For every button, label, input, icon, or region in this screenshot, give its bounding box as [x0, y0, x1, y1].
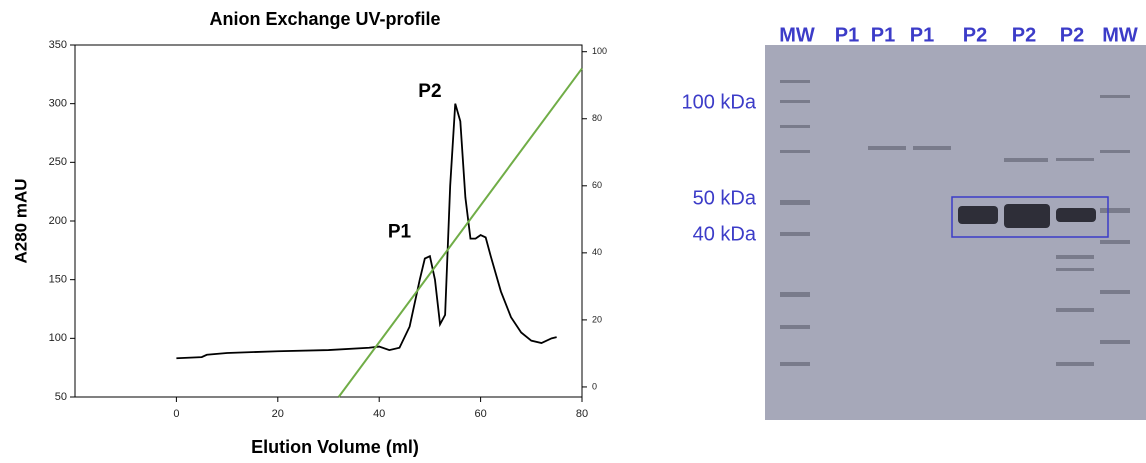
- size-marker: 50 kDa: [693, 187, 757, 209]
- x-tick-label: 20: [272, 408, 284, 420]
- size-marker: 100 kDa: [682, 91, 757, 113]
- x-tick-label: 0: [173, 408, 179, 420]
- peak-label: P2: [418, 81, 441, 102]
- y-tick-label: 150: [49, 274, 67, 286]
- lane-label: P1: [871, 24, 895, 46]
- y-tick-label: 250: [49, 156, 67, 168]
- y-tick-label: 350: [49, 39, 67, 51]
- y-tick-label: 100: [49, 332, 67, 344]
- page: Anion Exchange UV-profile Elution Volume…: [0, 0, 1146, 463]
- y-tick-label: 300: [49, 98, 67, 110]
- lane-label: MW: [1102, 24, 1138, 46]
- lane-label: P2: [1060, 24, 1084, 46]
- y2-tick-label: 20: [592, 314, 602, 324]
- y2-tick-label: 0: [592, 381, 597, 391]
- lane-label: MW: [779, 24, 815, 46]
- x-tick-label: 80: [576, 408, 588, 420]
- lane-label: P2: [963, 24, 987, 46]
- y2-tick-label: 60: [592, 180, 602, 190]
- x-axis-label: Elution Volume (ml): [251, 437, 419, 457]
- size-marker: 40 kDa: [693, 223, 757, 245]
- data-line: [339, 68, 582, 397]
- peak-label: P1: [388, 222, 412, 243]
- lane-label: P1: [835, 24, 859, 46]
- lane-label: P1: [910, 24, 934, 46]
- y2-tick-label: 100: [592, 46, 607, 56]
- gel: [765, 45, 1146, 420]
- y-tick-label: 200: [49, 215, 67, 227]
- x-tick-label: 40: [373, 408, 385, 420]
- y2-tick-label: 40: [592, 247, 602, 257]
- plot-frame: [75, 45, 582, 397]
- lane-label: P2: [1012, 24, 1036, 46]
- x-tick-label: 60: [474, 408, 486, 420]
- y-axis-label: A280 mAU: [11, 178, 30, 263]
- y2-tick-label: 80: [592, 113, 602, 123]
- data-line: [176, 104, 556, 359]
- y-tick-label: 50: [55, 391, 67, 403]
- chart-title: Anion Exchange UV-profile: [209, 9, 440, 29]
